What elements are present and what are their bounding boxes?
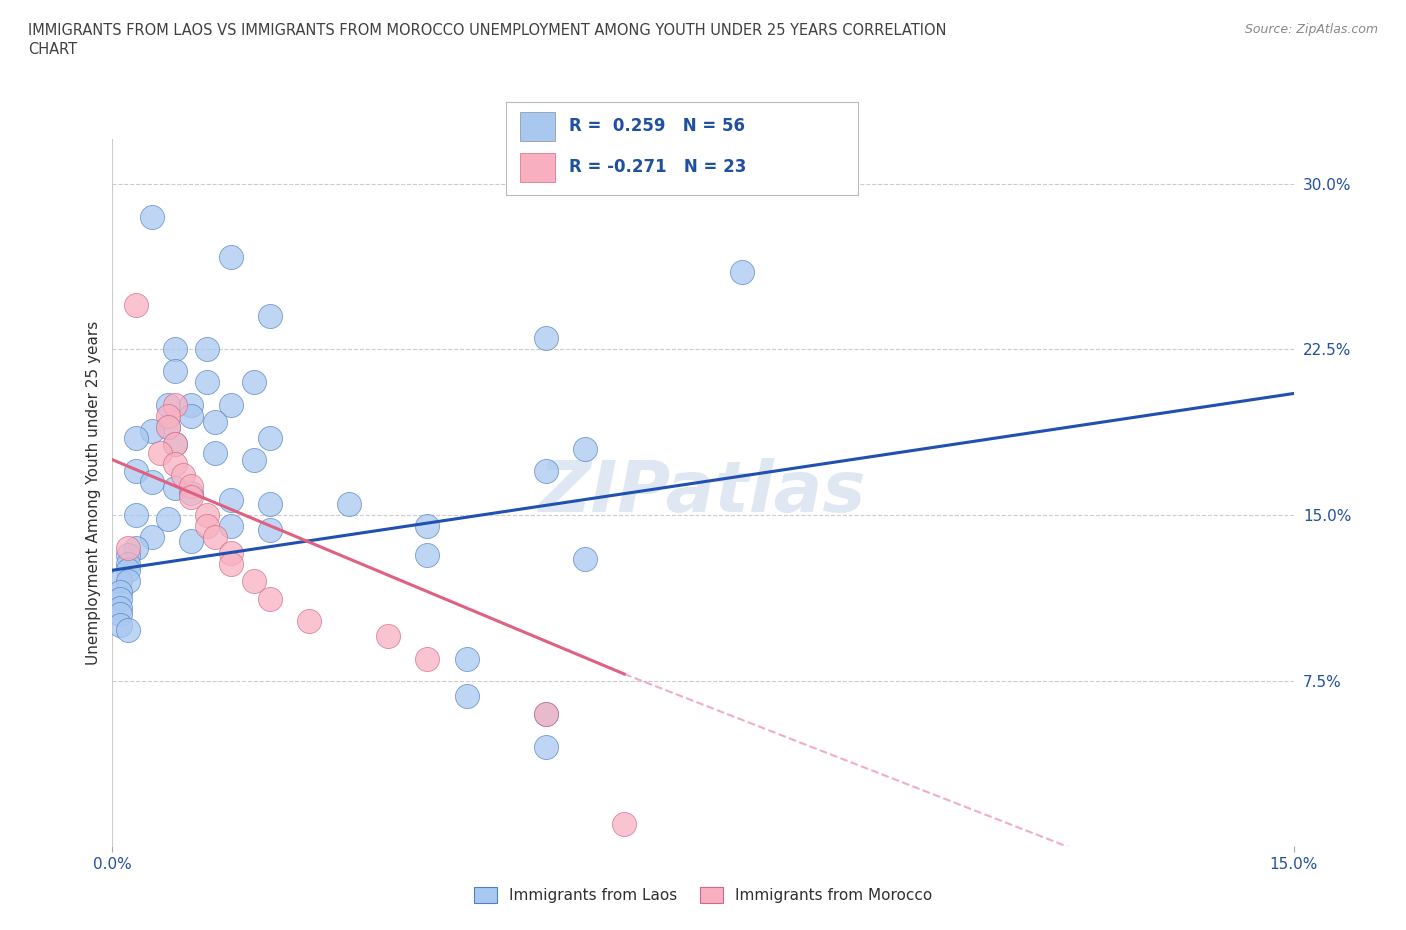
Bar	[520, 112, 555, 141]
Point	[195, 375, 218, 390]
Point	[165, 342, 187, 357]
Point	[243, 452, 266, 467]
Point	[180, 534, 202, 549]
Point	[259, 523, 281, 538]
Point	[117, 622, 139, 637]
Text: CHART: CHART	[28, 42, 77, 57]
Point	[110, 574, 132, 589]
Point	[259, 431, 281, 445]
Point	[117, 563, 139, 578]
Point	[204, 415, 226, 430]
Point	[156, 419, 179, 434]
Point	[156, 512, 179, 527]
Point	[416, 547, 439, 562]
Point	[180, 397, 202, 412]
Point	[204, 530, 226, 545]
Point	[165, 437, 187, 452]
Point	[180, 485, 202, 500]
Point	[195, 508, 218, 523]
Point	[574, 551, 596, 566]
Point	[125, 508, 148, 523]
Point	[219, 249, 242, 264]
Point	[125, 431, 148, 445]
Point	[337, 497, 360, 512]
Point	[110, 618, 132, 633]
Point	[117, 574, 139, 589]
Point	[534, 707, 557, 722]
Point	[534, 331, 557, 346]
Point	[165, 364, 187, 379]
Point	[156, 397, 179, 412]
Point	[219, 519, 242, 534]
Point	[180, 490, 202, 505]
Point	[243, 375, 266, 390]
Point	[165, 457, 187, 472]
Text: IMMIGRANTS FROM LAOS VS IMMIGRANTS FROM MOROCCO UNEMPLOYMENT AMONG YOUTH UNDER 2: IMMIGRANTS FROM LAOS VS IMMIGRANTS FROM …	[28, 23, 946, 38]
Point	[156, 408, 179, 423]
Point	[259, 497, 281, 512]
Point	[731, 265, 754, 280]
Point	[149, 445, 172, 460]
Point	[574, 442, 596, 457]
Point	[110, 601, 132, 616]
Point	[117, 547, 139, 562]
Text: ZIPatlas: ZIPatlas	[540, 458, 866, 527]
Point	[534, 739, 557, 754]
Point	[219, 545, 242, 560]
Point	[204, 445, 226, 460]
Point	[117, 556, 139, 571]
Text: R =  0.259   N = 56: R = 0.259 N = 56	[569, 117, 745, 136]
Point	[110, 607, 132, 622]
Point	[534, 707, 557, 722]
Point	[195, 342, 218, 357]
Point	[117, 540, 139, 555]
Point	[141, 209, 163, 224]
Point	[165, 437, 187, 452]
Point	[110, 585, 132, 600]
Point	[259, 309, 281, 324]
Point	[125, 298, 148, 312]
Point	[377, 629, 399, 644]
Point	[298, 614, 321, 629]
Point	[219, 556, 242, 571]
Point	[219, 397, 242, 412]
Point	[534, 463, 557, 478]
Point	[172, 468, 194, 483]
Point	[456, 651, 478, 666]
Point	[259, 591, 281, 606]
Point	[141, 424, 163, 439]
Point	[195, 519, 218, 534]
Point	[180, 479, 202, 494]
Point	[243, 574, 266, 589]
Point	[125, 540, 148, 555]
Point	[180, 408, 202, 423]
Point	[165, 481, 187, 496]
Point	[141, 530, 163, 545]
Point	[456, 688, 478, 704]
Point	[165, 397, 187, 412]
Point	[219, 492, 242, 507]
Legend: Immigrants from Laos, Immigrants from Morocco: Immigrants from Laos, Immigrants from Mo…	[468, 881, 938, 910]
Point	[156, 419, 179, 434]
Point	[613, 817, 636, 831]
Point	[141, 474, 163, 489]
Bar	[520, 153, 555, 182]
Text: R = -0.271   N = 23: R = -0.271 N = 23	[569, 158, 747, 177]
Point	[416, 519, 439, 534]
Point	[125, 463, 148, 478]
Point	[110, 591, 132, 606]
Y-axis label: Unemployment Among Youth under 25 years: Unemployment Among Youth under 25 years	[86, 321, 101, 665]
Text: Source: ZipAtlas.com: Source: ZipAtlas.com	[1244, 23, 1378, 36]
Point	[416, 651, 439, 666]
